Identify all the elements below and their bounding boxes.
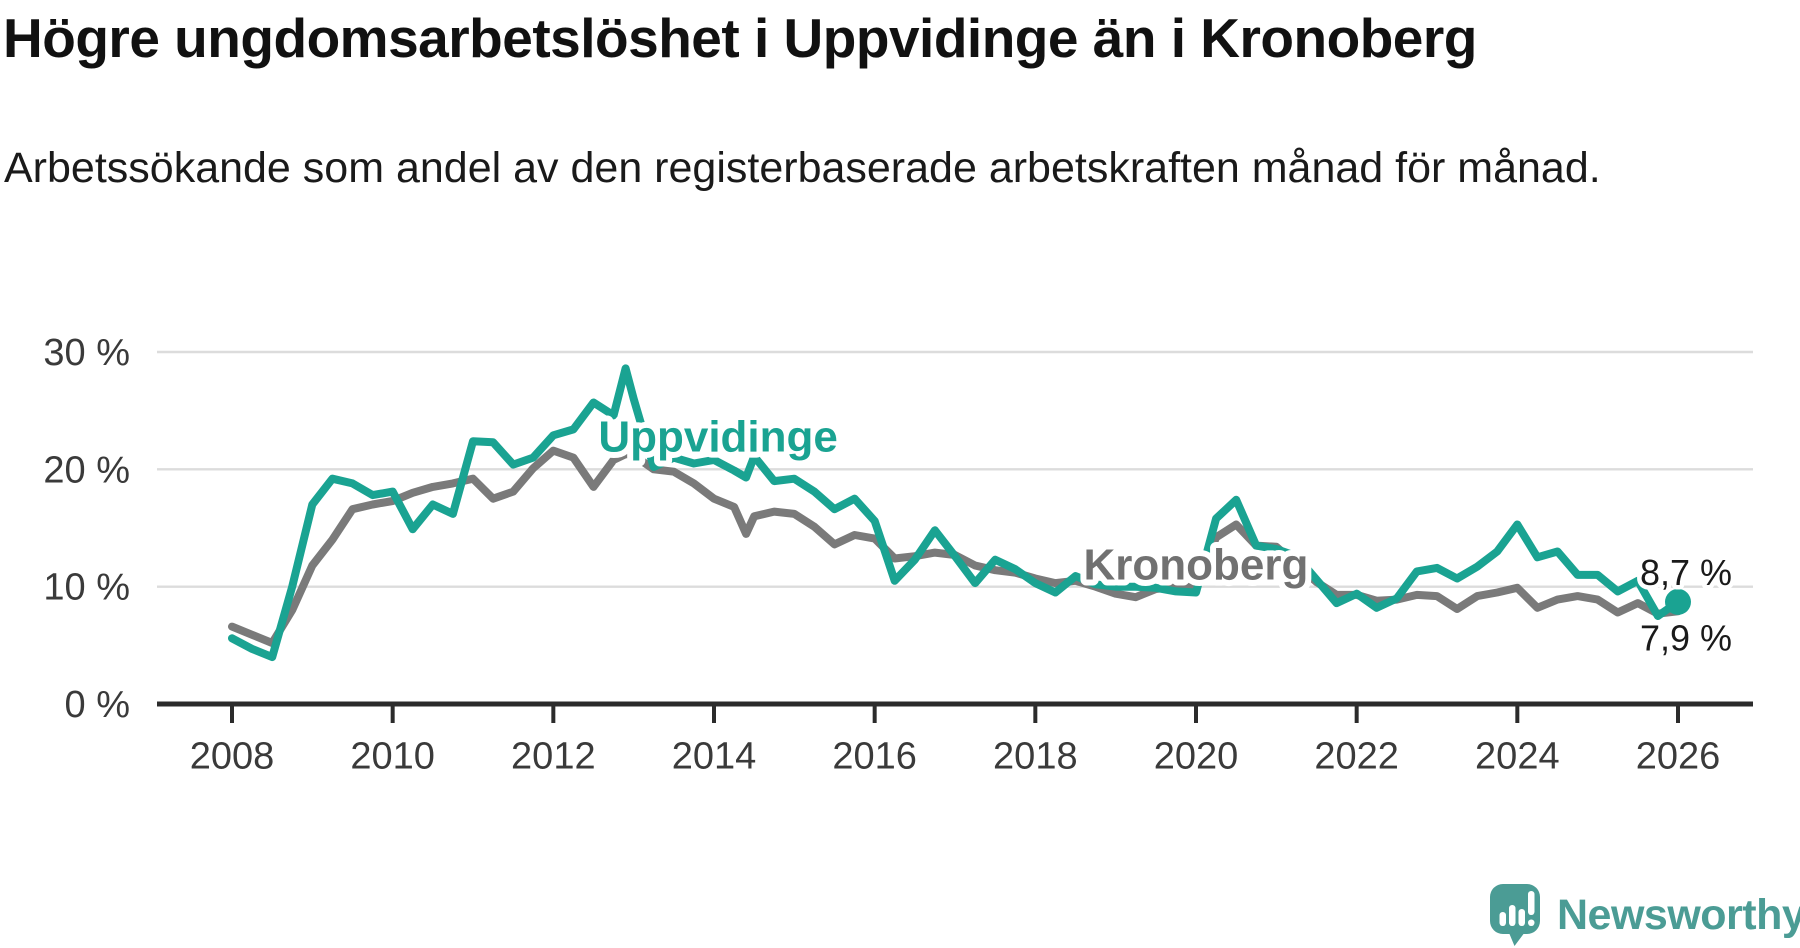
series-line-kronoberg <box>228 446 1682 647</box>
newsworthy-speech-bubble-chart-icon <box>1490 884 1540 946</box>
newsworthy-logo: Newsworthy <box>1490 884 1800 946</box>
x-axis-tick-label: 2016 <box>832 735 917 777</box>
y-axis-tick-label: 10 % <box>43 567 130 609</box>
value-label-kronoberg: 7,9 % <box>1640 617 1732 658</box>
x-axis-tick-label: 2024 <box>1475 735 1560 777</box>
value-label-uppvidinge: 8,7 % <box>1640 552 1732 593</box>
series-label-uppvidinge: Uppvidinge <box>598 412 838 461</box>
y-axis-tick-label: 20 % <box>43 449 130 491</box>
x-axis-tick-label: 2010 <box>350 735 435 777</box>
series-end-dot <box>1664 588 1691 615</box>
newsworthy-logo-text: Newsworthy <box>1557 891 1800 939</box>
chart-subtitle: Arbetssökande som andel av den registerb… <box>4 144 1601 192</box>
x-axis-tick-label: 2018 <box>993 735 1078 777</box>
page-title: Högre ungdomsarbetslöshet i Uppvidinge ä… <box>3 7 1477 69</box>
x-axis-tick-label: 2008 <box>190 735 275 777</box>
x-axis-tick-label: 2020 <box>1154 735 1239 777</box>
series-line-uppvidinge <box>228 364 1682 662</box>
x-axis-tick-label: 2022 <box>1314 735 1399 777</box>
series-label-kronoberg: Kronoberg <box>1084 540 1309 589</box>
x-axis-tick-label: 2012 <box>511 735 596 777</box>
x-axis-tick-label: 2026 <box>1636 735 1721 777</box>
y-axis-tick-label: 0 % <box>65 684 130 726</box>
y-axis-tick-label: 30 % <box>43 332 130 374</box>
x-axis-tick-label: 2014 <box>672 735 757 777</box>
